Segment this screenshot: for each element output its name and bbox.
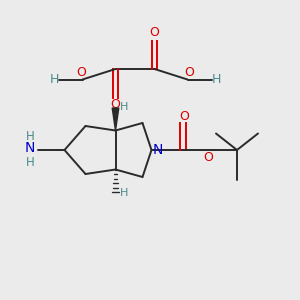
Polygon shape — [112, 108, 119, 130]
Text: O: O — [150, 26, 159, 40]
Text: O: O — [203, 151, 213, 164]
Text: H: H — [120, 101, 128, 112]
Text: H: H — [26, 155, 34, 169]
Text: N: N — [153, 143, 163, 157]
Text: O: O — [76, 66, 86, 80]
Text: N: N — [24, 142, 34, 155]
Text: O: O — [180, 110, 189, 123]
Text: H: H — [49, 73, 59, 86]
Text: H: H — [211, 73, 221, 86]
Text: O: O — [184, 66, 194, 80]
Text: O: O — [111, 98, 120, 112]
Text: H: H — [120, 188, 128, 199]
Text: H: H — [26, 130, 34, 143]
